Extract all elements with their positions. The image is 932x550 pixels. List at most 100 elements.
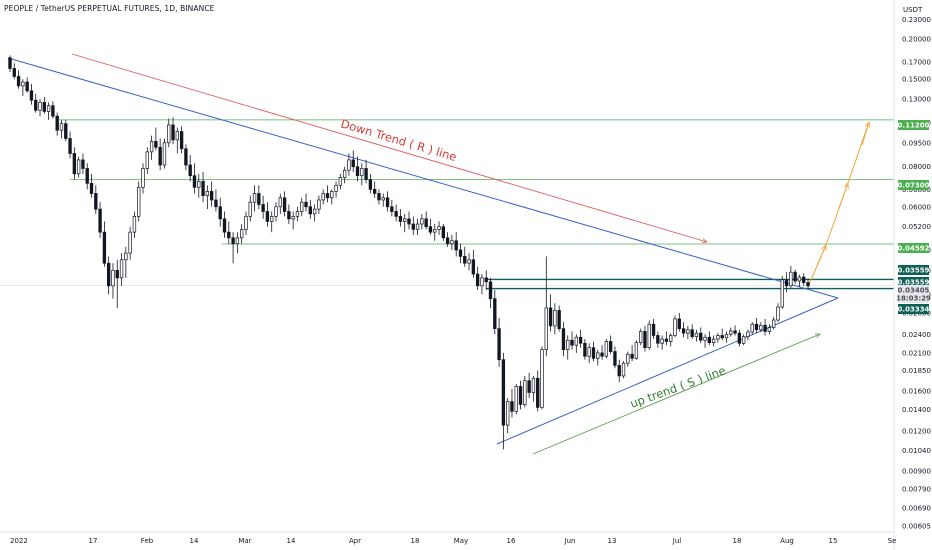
candle-body [488, 281, 493, 300]
down-trend-annotation: Down Trend ( R ) line [339, 116, 458, 164]
candle [548, 294, 553, 332]
candle [257, 185, 261, 210]
candle [536, 370, 540, 412]
candle-body [703, 336, 707, 341]
candle-body [248, 201, 252, 217]
y-tick-label: 0.06000 [902, 203, 931, 211]
candle-body [638, 331, 643, 344]
candle [46, 102, 51, 120]
candle-body [437, 226, 441, 230]
candle [771, 316, 776, 330]
candle [806, 278, 810, 290]
candle [694, 329, 699, 342]
candle-body [175, 131, 180, 141]
candle [638, 328, 643, 346]
candle-body [381, 197, 385, 201]
candle-body [29, 90, 34, 101]
candle-body [372, 188, 377, 194]
candle-body [548, 307, 553, 327]
candle [42, 97, 47, 114]
candle [192, 163, 197, 194]
candle [531, 375, 536, 402]
candle-body [394, 211, 398, 217]
x-tick-label: 18 [411, 537, 420, 545]
candle-body [227, 231, 231, 239]
candle-body [802, 276, 806, 283]
candle [270, 211, 274, 233]
candle [634, 340, 639, 360]
y-tick-label: 0.20000 [902, 36, 931, 44]
price-tag-bg [898, 293, 929, 303]
price-tag-label: 0.03559 [898, 279, 930, 287]
candle-body [364, 168, 368, 180]
candle [428, 218, 433, 235]
candle-body [278, 197, 282, 208]
candle-body [634, 342, 639, 359]
candle-body [89, 182, 94, 194]
candle-body [664, 338, 669, 342]
candle [493, 289, 497, 335]
candle [179, 126, 184, 154]
candle [553, 303, 557, 335]
candle [797, 274, 802, 287]
candle [282, 191, 287, 217]
candle [737, 329, 742, 347]
candle [733, 325, 737, 336]
candle [55, 112, 59, 136]
candle-body [119, 259, 124, 279]
candle [617, 359, 621, 383]
candle [171, 117, 175, 145]
candle-body [342, 169, 347, 178]
candle [222, 211, 227, 238]
candle [154, 127, 158, 151]
candle-body [767, 327, 772, 332]
candle [626, 351, 630, 367]
resistance-arrow [71, 53, 707, 242]
horizontal-levels [56, 119, 894, 290]
candle [707, 331, 712, 346]
candle [158, 138, 162, 171]
candle [304, 193, 308, 212]
candle-body [656, 335, 660, 344]
price-tag-bg [898, 243, 929, 253]
candle [407, 211, 411, 230]
candle [651, 318, 656, 340]
candle [621, 361, 626, 379]
candle-body [308, 206, 313, 215]
support-arrow [532, 334, 820, 455]
candle-body [660, 338, 664, 344]
candle [162, 138, 167, 169]
x-tick-label: Jun [564, 537, 576, 545]
candle [16, 70, 21, 89]
x-tick-label: Apr [349, 537, 361, 545]
candle-body [793, 271, 797, 282]
price-tag: 0.07300 [898, 180, 930, 190]
candle [338, 173, 343, 190]
candle-body [737, 332, 742, 344]
candle-body [467, 259, 471, 264]
candle-body [566, 339, 570, 350]
candle-body [347, 159, 351, 171]
price-tag-bg [898, 120, 929, 130]
candle [137, 181, 141, 222]
candle-body [617, 365, 621, 377]
candle [111, 263, 115, 299]
candle-body [561, 328, 566, 350]
y-tick-label: 0.13000 [902, 96, 931, 104]
y-tick-label: 0.05200 [902, 223, 931, 231]
candle-body [471, 259, 476, 275]
candle [115, 259, 119, 308]
candle-body [669, 335, 673, 342]
candle-body [128, 231, 132, 254]
candle [167, 118, 171, 148]
candle [591, 341, 596, 362]
candle-body [784, 279, 789, 287]
candle [355, 156, 360, 182]
candle-body [171, 124, 175, 141]
down-trend-line [7, 57, 839, 299]
candle-body [475, 273, 480, 287]
candle [201, 172, 205, 203]
candle-body [282, 197, 287, 212]
candle-body [252, 193, 257, 203]
